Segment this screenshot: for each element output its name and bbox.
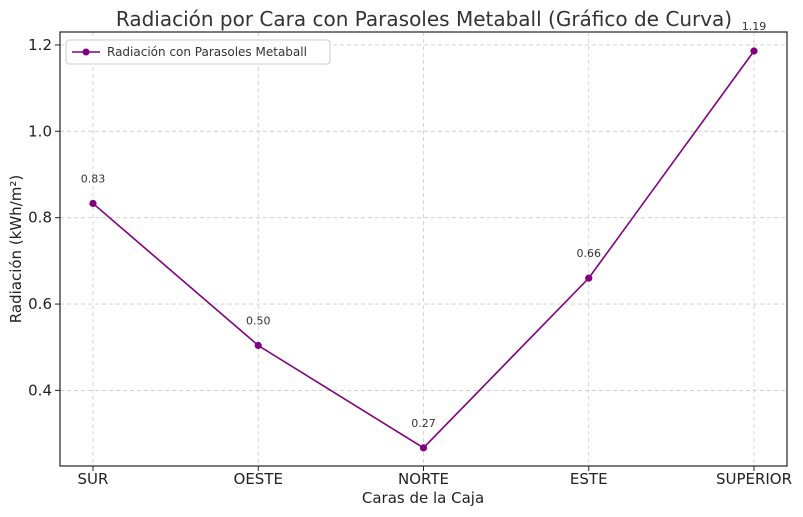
- x-tick-label: ESTE: [570, 470, 608, 488]
- chart-title: Radiación por Cara con Parasoles Metabal…: [116, 7, 732, 31]
- data-label: 0.83: [81, 172, 106, 185]
- y-axis: 0.4 0.6 0.8 1.0 1.2: [28, 36, 60, 399]
- y-axis-label: Radiación (kWh/m²): [7, 175, 25, 323]
- data-point: [254, 341, 262, 350]
- data-point: [750, 47, 758, 55]
- legend-marker-swatch: [82, 48, 90, 56]
- data-point: [89, 199, 97, 208]
- y-tick-label: 1.2: [28, 36, 52, 54]
- data-label: 0.50: [246, 315, 271, 328]
- data-point: [585, 274, 593, 282]
- y-tick-label: 0.8: [28, 209, 52, 227]
- data-label: 1.19: [742, 20, 767, 33]
- legend: Radiación con Parasoles Metaball: [65, 39, 331, 65]
- y-tick-label: 0.4: [28, 381, 52, 399]
- x-axis-label: Caras de la Caja: [362, 489, 484, 507]
- y-tick-label: 0.6: [28, 295, 52, 313]
- data-label: 0.66: [577, 247, 602, 260]
- grid-lines: [60, 32, 787, 466]
- legend-entry-label: Radiación con Parasoles Metaball: [107, 45, 307, 59]
- data-point: [419, 444, 428, 452]
- legend-box: [65, 39, 331, 65]
- x-tick-label: OESTE: [234, 470, 283, 488]
- x-tick-label: SUR: [78, 470, 109, 488]
- series-layer: 0.83 0.50 0.27 0.66 1.19: [81, 20, 767, 452]
- data-label: 0.27: [411, 417, 436, 430]
- y-tick-label: 1.0: [28, 122, 52, 140]
- x-tick-label: NORTE: [398, 470, 449, 488]
- x-tick-label: SUPERIOR: [716, 470, 792, 488]
- x-axis: SUR OESTE NORTE ESTE SUPERIOR: [78, 466, 792, 488]
